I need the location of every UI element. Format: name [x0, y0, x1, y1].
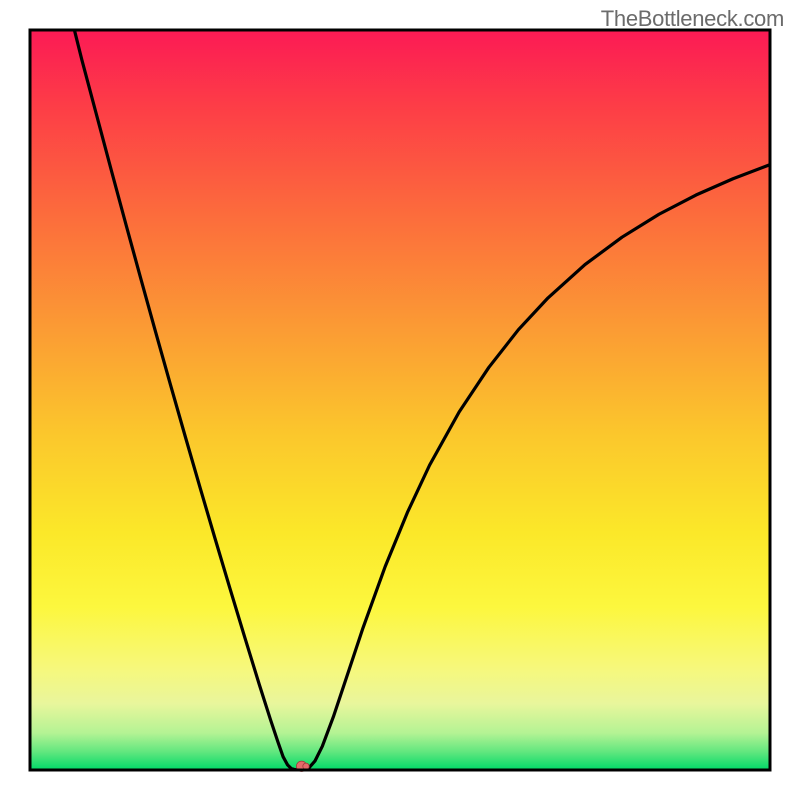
bottleneck-chart — [0, 0, 800, 800]
watermark-text: TheBottleneck.com — [601, 6, 784, 32]
plot-background — [30, 30, 770, 770]
